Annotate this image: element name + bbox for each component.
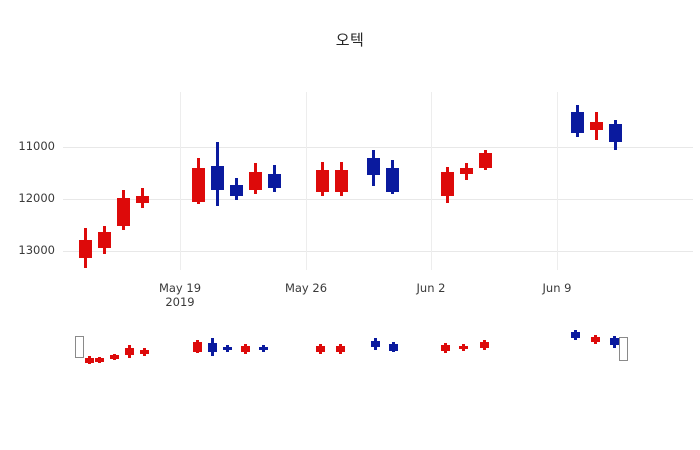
inset-candle-body [609, 338, 619, 345]
inset-candle-body-hollow [74, 336, 84, 358]
main-candle-body [440, 172, 454, 196]
main-candle-body [478, 153, 492, 168]
main-candle-body [248, 172, 262, 190]
y-axis-tick-label: 13000 [18, 243, 55, 257]
x-axis-tick-primary: May 19 [158, 281, 202, 295]
main-candle-body [78, 240, 92, 258]
main-candle-body [608, 124, 622, 142]
inset-candle-body [192, 342, 202, 352]
main-candle-body [135, 196, 149, 203]
main-candle-body [191, 168, 205, 202]
inset-candle-body [240, 346, 250, 352]
x-axis-tick-label: May 26 [251, 281, 361, 295]
inset-candle-body [570, 332, 580, 338]
x-axis-tick-year: 2019 [165, 295, 195, 309]
x-axis-tick-label: Jun 2 [376, 281, 486, 295]
x-axis-tick-primary: Jun 9 [542, 281, 572, 295]
inset-candle-body [124, 348, 134, 355]
gridline-horizontal [63, 147, 693, 148]
x-axis-tick-label: May 19 2019 [125, 281, 235, 309]
inset-candle-body [315, 346, 325, 352]
inset-candle-body [370, 341, 380, 347]
main-candle-body [385, 168, 399, 192]
main-candle-body [570, 112, 584, 133]
inset-candle-body [84, 358, 94, 363]
gridline-vertical [557, 92, 558, 270]
chart-title: 오텍 [335, 31, 365, 49]
inset-candle-body [222, 347, 232, 350]
inset-candle-body [458, 346, 468, 349]
inset-candle-body [479, 342, 489, 348]
inset-candle-body [207, 343, 217, 352]
gridline-vertical [180, 92, 181, 270]
inset-candle-body [590, 337, 600, 342]
main-candle-body [97, 232, 111, 248]
main-candle-body [366, 158, 380, 175]
y-axis-tick-label: 11000 [18, 139, 55, 153]
inset-candle-body [94, 358, 104, 362]
y-axis-tick-label: 12000 [18, 191, 55, 205]
main-candle-body [315, 170, 329, 192]
x-axis-tick-primary: Jun 2 [416, 281, 446, 295]
main-candle-body [210, 166, 224, 190]
inset-candle-body-hollow [618, 337, 628, 361]
gridline-vertical [431, 92, 432, 270]
main-candle-body [459, 168, 473, 174]
main-candle-body [589, 122, 603, 130]
x-axis-tick-label: Jun 9 [502, 281, 612, 295]
main-candle-body [116, 198, 130, 226]
gridline-horizontal [63, 251, 693, 252]
main-candle-body [229, 185, 243, 196]
main-candle-body [334, 170, 348, 192]
inset-candle-body [258, 347, 268, 350]
inset-candle-body [440, 345, 450, 351]
main-candle-body [267, 174, 281, 188]
inset-candle-body [388, 344, 398, 351]
inset-candle-body [335, 346, 345, 352]
inset-candle-body [139, 350, 149, 354]
gridline-horizontal [63, 199, 693, 200]
inset-candle-body [109, 355, 119, 359]
x-axis-tick-primary: May 26 [284, 281, 328, 295]
gridline-vertical [306, 92, 307, 270]
